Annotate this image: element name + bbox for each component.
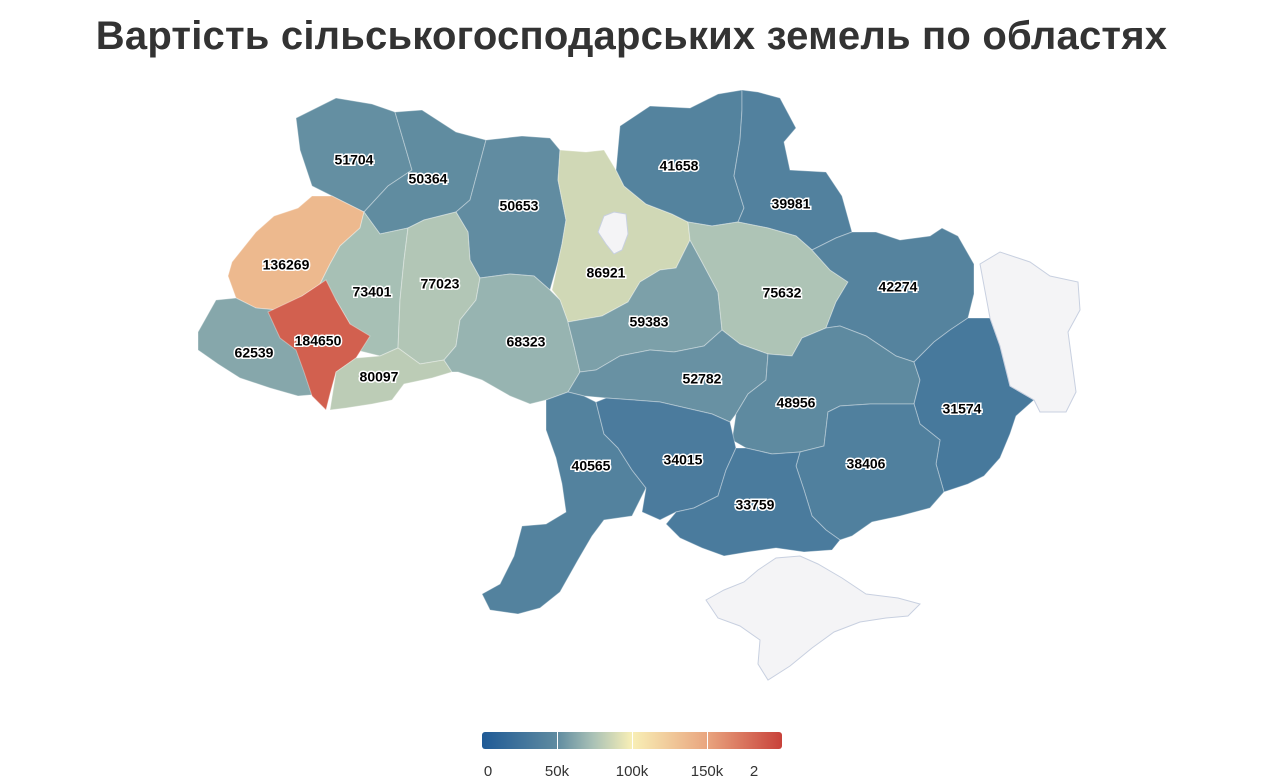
value-label-chernihiv: 41658 [660,158,699,174]
value-label-khmelnytskyi: 77023 [421,276,460,292]
value-label-vinnytsia: 68323 [507,334,546,350]
region-kyiv-city[interactable] [597,211,629,255]
legend-label-0: 0 [483,763,493,780]
value-label-poltava: 75632 [763,285,802,301]
value-label-kharkiv: 42274 [879,279,918,295]
value-label-rivne: 50364 [409,171,448,187]
region-odesa[interactable] [481,391,647,615]
value-label-ternopil: 73401 [353,284,392,300]
color-legend: 0 50k 100k 150k 2 [482,732,782,783]
value-label-kirovohrad: 52782 [683,371,722,387]
value-label-mykolaiv: 34015 [664,452,703,468]
legend-label-200k: 2 [749,763,759,780]
value-label-zakarpattia: 62539 [235,345,274,361]
legend-color-bar [482,732,782,749]
value-label-kherson: 33759 [736,497,775,513]
value-label-volyn: 51704 [335,152,374,168]
value-label-kyiv: 86921 [587,265,626,281]
legend-tick-mark [707,732,708,749]
region-kherson[interactable] [665,447,841,557]
legend-label-50k: 50k [544,763,570,780]
value-label-cherkasy: 59383 [630,314,669,330]
value-label-ivano-frankivsk: 184650 [295,333,342,349]
value-label-luhansk: 31574 [943,401,982,417]
value-label-zaporizhzhia: 38406 [847,456,886,472]
legend-label-150k: 150k [690,763,724,780]
value-label-zhytomyr: 50653 [500,198,539,214]
legend-label-100k: 100k [615,763,649,780]
region-donetsk-occupied[interactable] [979,251,1081,413]
region-crimea[interactable] [705,555,921,681]
legend-tick-mark [632,732,633,749]
value-label-odesa: 40565 [572,458,611,474]
region-chernivtsi[interactable] [329,347,453,411]
value-label-chernivtsi: 80097 [360,369,399,385]
value-label-dnipropetrovsk: 48956 [777,395,816,411]
value-label-sumy: 39981 [772,196,811,212]
chart-title: Вартість сільськогосподарських земель по… [95,14,1168,58]
value-label-lviv: 136269 [263,257,310,273]
legend-tick-mark [557,732,558,749]
region-vinnytsia[interactable] [443,273,581,405]
